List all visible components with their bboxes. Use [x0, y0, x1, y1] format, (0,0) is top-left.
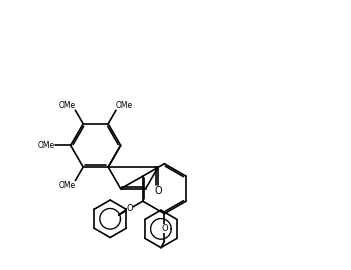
Text: OMe: OMe: [58, 181, 75, 190]
Text: O: O: [154, 186, 162, 196]
Text: O: O: [161, 224, 168, 233]
Text: OMe: OMe: [116, 101, 133, 110]
Text: O: O: [126, 204, 133, 213]
Text: OMe: OMe: [58, 101, 75, 110]
Text: OMe: OMe: [38, 141, 55, 150]
